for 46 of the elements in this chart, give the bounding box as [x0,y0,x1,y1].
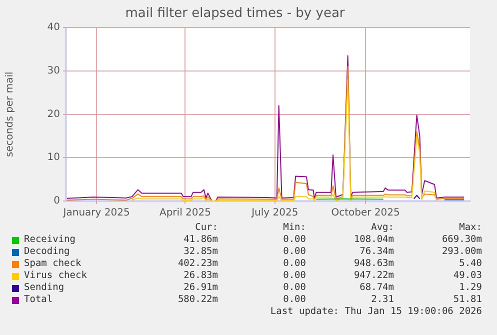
x-tick-label: October 2025 [331,208,400,219]
text: 402.23m [176,258,218,270]
y-tick-label: 20 [47,108,60,120]
text: 0.00 [282,294,306,306]
text: 76.34m [358,246,394,258]
x-tick-label: January 2025 [62,208,130,219]
legend-label: Decoding [23,246,71,258]
legend-label: Sending [23,282,66,294]
y-tick-label: 0 [54,196,60,207]
text: 26.91m [182,282,218,294]
text: 0.00 [282,246,306,258]
text: 41.86m [182,234,218,246]
text: 68.74m [358,282,394,294]
text: 580.22m [176,294,218,306]
text: 0.00 [282,282,306,294]
y-tick-label: 10 [47,152,60,164]
text: 2.31 [370,294,394,306]
legend-label: Total [23,294,54,306]
text: 669.30m [440,234,482,246]
y-axis-title: seconds per mail [4,72,16,157]
text: Cur: [194,222,218,234]
text: Avg: [370,222,394,234]
text: 293.00m [440,246,482,258]
text: 948.63m [352,258,394,270]
text: Last update: Thu Jan 15 19:00:06 2026 [269,306,482,318]
text: 5.40 [458,258,482,270]
text: 26.83m [182,270,218,282]
text: 108.04m [352,234,394,246]
text: Max: [458,222,482,234]
y-tick-label: 40 [47,22,60,34]
text: 51.81 [452,294,482,306]
legend-label: Receiving [23,234,76,246]
y-tick-label: 30 [47,66,60,77]
chart-title: mail filter elapsed times - by year [125,6,346,22]
x-tick-label: July 2025 [250,208,298,219]
text: 0.00 [282,234,306,246]
legend-label: Spam check [23,258,82,270]
x-tick-label: April 2025 [159,208,211,219]
text: 0.00 [282,258,306,270]
text: 947.22m [352,270,394,282]
legend-label: Virus check [23,270,88,282]
text: 0.00 [282,270,306,282]
text: 32.85m [182,246,218,258]
text: Min: [282,222,306,234]
text: 49.03 [452,270,482,282]
text: 1.29 [458,282,482,294]
